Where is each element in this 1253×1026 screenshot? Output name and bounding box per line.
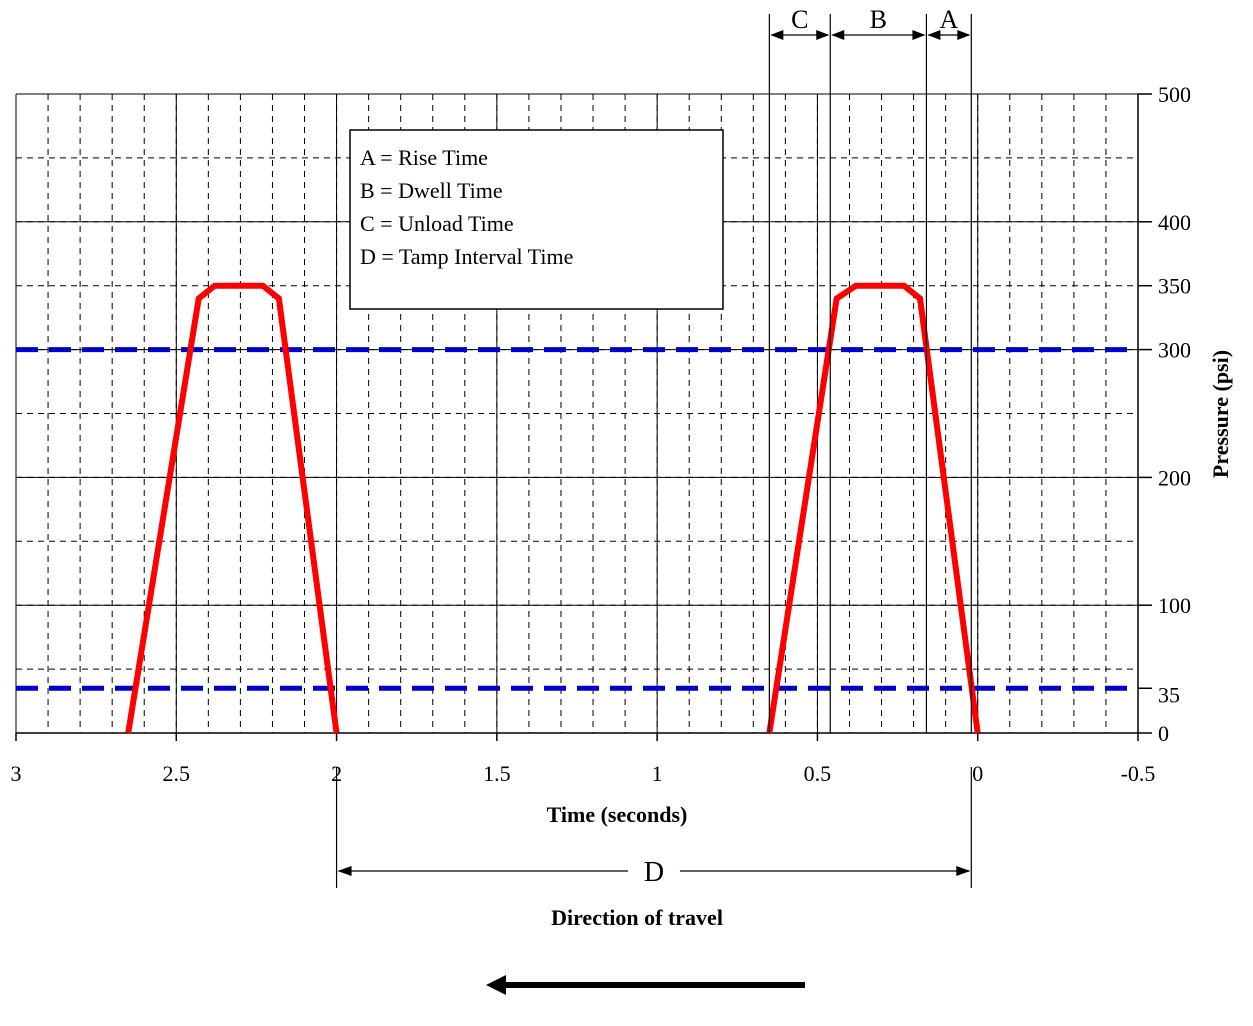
interval-arrowhead (770, 30, 784, 40)
interval-arrowhead (912, 30, 926, 40)
legend-entry: A = Rise Time (360, 145, 488, 170)
legend-entry: C = Unload Time (360, 211, 514, 236)
y-axis-label: Pressure (psi) (1208, 350, 1233, 478)
interval-arrowhead (957, 30, 971, 40)
tamp-arrowhead (956, 866, 971, 876)
y-tick-label: 400 (1158, 210, 1191, 235)
y-tick-label: 350 (1158, 274, 1191, 299)
interval-arrowhead (831, 30, 845, 40)
direction-of-travel-label: Direction of travel (551, 905, 723, 930)
pressure-pulse-line (125, 282, 340, 734)
tamp-interval-label: D (644, 857, 664, 888)
x-tick-label: 3 (11, 761, 22, 786)
x-axis-label: Time (seconds) (547, 802, 688, 827)
y-tick-labels: 0 35 100 200 300 350 400 500 (1158, 82, 1191, 746)
y-tick-label: 0 (1158, 721, 1169, 746)
legend-entry: D = Tamp Interval Time (360, 244, 573, 269)
y-tick-label: 500 (1158, 82, 1191, 107)
x-tick-label: 0 (972, 761, 983, 786)
y-tick-label: 35 (1158, 682, 1180, 707)
legend-box: A = Rise Time B = Dwell Time C = Unload Ti… (349, 129, 724, 310)
legend-frame (349, 129, 724, 310)
tamp-arrowhead (337, 866, 352, 876)
legend-entry: B = Dwell Time (360, 178, 503, 203)
x-tick-label: 2.5 (163, 761, 191, 786)
x-tick-label: 1.5 (483, 761, 511, 786)
y-tick-label: 300 (1158, 338, 1191, 363)
interval-label: B (870, 5, 887, 34)
tamp-interval-annotation: D (335, 767, 972, 888)
x-tick-label: 0.5 (804, 761, 832, 786)
direction-arrow (486, 975, 805, 995)
interval-arrowhead (927, 30, 941, 40)
x-tick-label: -0.5 (1121, 761, 1156, 786)
interval-label: A (939, 5, 958, 34)
interval-label: C (791, 5, 808, 34)
axes (15, 93, 1152, 741)
pressure-series (125, 282, 981, 734)
x-tick-label: 1 (652, 761, 663, 786)
pressure-pulse-line (766, 282, 981, 734)
interval-arrowhead (816, 30, 830, 40)
y-tick-label: 200 (1158, 465, 1191, 490)
x-tick-labels: 3 2.5 2 1.5 1 0.5 0 -0.5 (11, 761, 1156, 786)
y-tick-label: 100 (1158, 593, 1191, 618)
reference-lines (16, 347, 1138, 691)
